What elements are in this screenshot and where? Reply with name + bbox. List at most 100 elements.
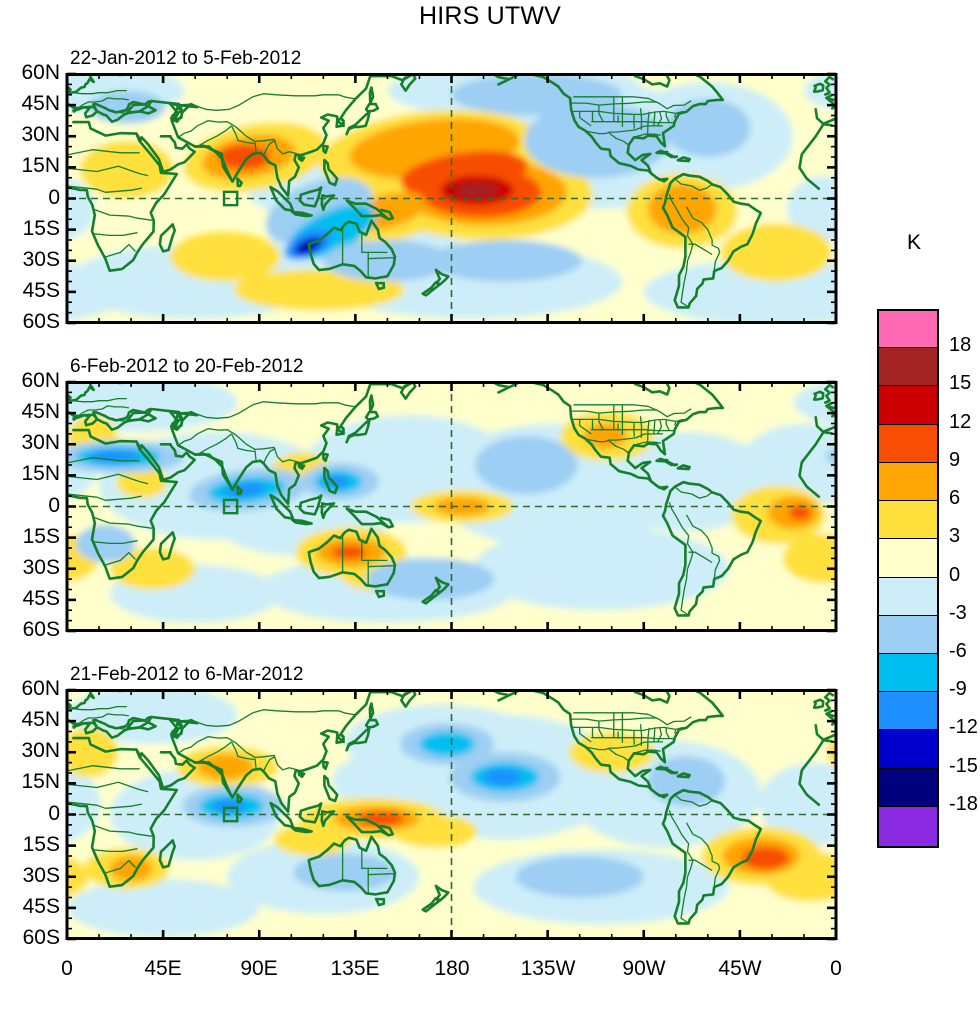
colorbar-band-9 bbox=[877, 652, 939, 693]
coastline-nz_s bbox=[421, 281, 441, 297]
border-asia1 bbox=[173, 93, 356, 111]
lon-label-5: 135W bbox=[520, 957, 576, 980]
colorbar-band-1 bbox=[877, 347, 939, 387]
border-samer_and bbox=[668, 194, 694, 308]
lat-label-0-7: 45S bbox=[22, 279, 60, 302]
border-usa_can bbox=[573, 404, 692, 418]
coastline-java bbox=[291, 518, 313, 526]
border-samer_brazil bbox=[685, 514, 721, 580]
border-us_states_h bbox=[663, 726, 684, 731]
lon-label-3: 135E bbox=[330, 957, 380, 980]
border-samer_arg bbox=[688, 859, 713, 872]
lat-label-0-0: 60N bbox=[21, 61, 60, 84]
lat-label-2-3: 15N bbox=[21, 770, 60, 793]
border-us_states_h bbox=[571, 409, 644, 414]
lat-label-0-8: 60S bbox=[22, 310, 60, 333]
map-panel-1: 6-Feb-2012 to 20-Feb-2012 60N 45N 30N 15N 0 15… bbox=[0, 356, 980, 641]
border-us_states_h bbox=[635, 749, 661, 754]
colorbar-tick-3: 9 bbox=[949, 448, 961, 471]
colorbar-tick-11: -15 bbox=[949, 754, 978, 777]
coastline-arabia bbox=[135, 440, 196, 482]
lat-label-2-2: 30N bbox=[21, 739, 60, 762]
colorbar-tick-4: 6 bbox=[949, 487, 961, 510]
colorbar-tick-8: -6 bbox=[949, 639, 967, 662]
coastline-sumatra bbox=[269, 801, 295, 828]
colorbar-band-11 bbox=[877, 729, 939, 770]
border-us_states_v bbox=[674, 421, 677, 426]
coastline-nz_n bbox=[434, 576, 450, 594]
border-eur1 bbox=[77, 97, 130, 110]
lat-label-1-0: 60N bbox=[21, 369, 60, 392]
coastline-korea bbox=[335, 117, 345, 128]
lat-label-1-2: 30N bbox=[21, 431, 60, 454]
border-samer_arg bbox=[688, 243, 713, 256]
coastline-japan_n bbox=[364, 410, 380, 421]
colorbar-tick-9: -9 bbox=[949, 678, 967, 701]
coastline-newguinea_e bbox=[379, 824, 395, 837]
coastline-hainan bbox=[297, 771, 306, 778]
border-us_states_v bbox=[665, 111, 670, 124]
coastline-ireland bbox=[812, 390, 825, 401]
coastline-kamchatka bbox=[400, 382, 417, 400]
lon-label-6: 90W bbox=[622, 957, 666, 980]
coastline-nz_s bbox=[421, 589, 441, 605]
coastline-hispaniola bbox=[676, 156, 691, 163]
coastline-hispaniola bbox=[676, 464, 691, 471]
lon-label-2: 90E bbox=[240, 957, 278, 980]
border-us_states_h bbox=[663, 418, 684, 423]
border-afr1 bbox=[67, 765, 140, 772]
coastline-sakhalin bbox=[368, 394, 375, 413]
border-afr3 bbox=[67, 493, 142, 501]
coastline-japan bbox=[345, 727, 371, 752]
colorbar-band-12 bbox=[877, 767, 939, 808]
colorbar-tick-1: 15 bbox=[949, 372, 972, 395]
border-aus2 bbox=[361, 847, 369, 894]
map-canvas-0 bbox=[65, 72, 838, 325]
border-afr6 bbox=[103, 551, 136, 567]
panel-title-1: 6-Feb-2012 to 20-Feb-2012 bbox=[70, 356, 304, 377]
border-us_states_v bbox=[598, 721, 604, 738]
border-us_states_v bbox=[674, 113, 677, 118]
border-us_states_v bbox=[579, 419, 592, 435]
border-usa_can bbox=[573, 96, 692, 110]
coastline-kamchatka bbox=[400, 74, 417, 92]
border-afr5 bbox=[93, 232, 138, 237]
coastline-blacksea bbox=[125, 103, 157, 115]
border-afr6 bbox=[103, 243, 136, 259]
colorbar-band-10 bbox=[877, 691, 939, 731]
coastline-asia bbox=[150, 690, 415, 814]
colorbar-tick-7: -3 bbox=[949, 601, 967, 624]
border-india1 bbox=[230, 741, 256, 761]
coastline-sumatra bbox=[269, 493, 295, 520]
panel-title-2: 21-Feb-2012 to 6-Mar-2012 bbox=[70, 664, 304, 685]
lon-label-1: 45E bbox=[144, 957, 182, 980]
border-asia3 bbox=[177, 741, 198, 754]
border-us_states_v bbox=[657, 727, 663, 743]
border-eur2 bbox=[73, 705, 127, 711]
border-us_states_h bbox=[571, 717, 644, 722]
coastline-korea bbox=[335, 425, 345, 436]
coastline-png bbox=[345, 199, 390, 221]
border-us_states_h bbox=[663, 110, 684, 115]
lat-label-1-8: 60S bbox=[22, 618, 60, 641]
coastline-srilanka bbox=[236, 793, 243, 804]
border-aus3 bbox=[368, 256, 395, 260]
colorbar-tick-10: -12 bbox=[949, 716, 978, 739]
coastline-korea bbox=[335, 733, 345, 744]
coastline-newguinea_e bbox=[379, 208, 395, 221]
colorbar-band-2 bbox=[877, 385, 939, 426]
lat-label-0-5: 15S bbox=[22, 217, 60, 240]
coastline-caspian bbox=[168, 101, 184, 123]
lat-label-2-1: 45N bbox=[21, 708, 60, 731]
lat-label-1-1: 45N bbox=[21, 400, 60, 423]
border-asia5 bbox=[254, 450, 257, 460]
coastline-japan bbox=[345, 111, 371, 136]
colorbar-band-0 bbox=[877, 309, 939, 350]
coastline-madagascar bbox=[158, 839, 176, 869]
border-asia2 bbox=[197, 428, 298, 463]
border-samer_arg bbox=[688, 551, 713, 564]
border-afr1 bbox=[67, 457, 140, 464]
colorbar-tick-5: 3 bbox=[949, 525, 961, 548]
border-afr6 bbox=[103, 859, 136, 875]
